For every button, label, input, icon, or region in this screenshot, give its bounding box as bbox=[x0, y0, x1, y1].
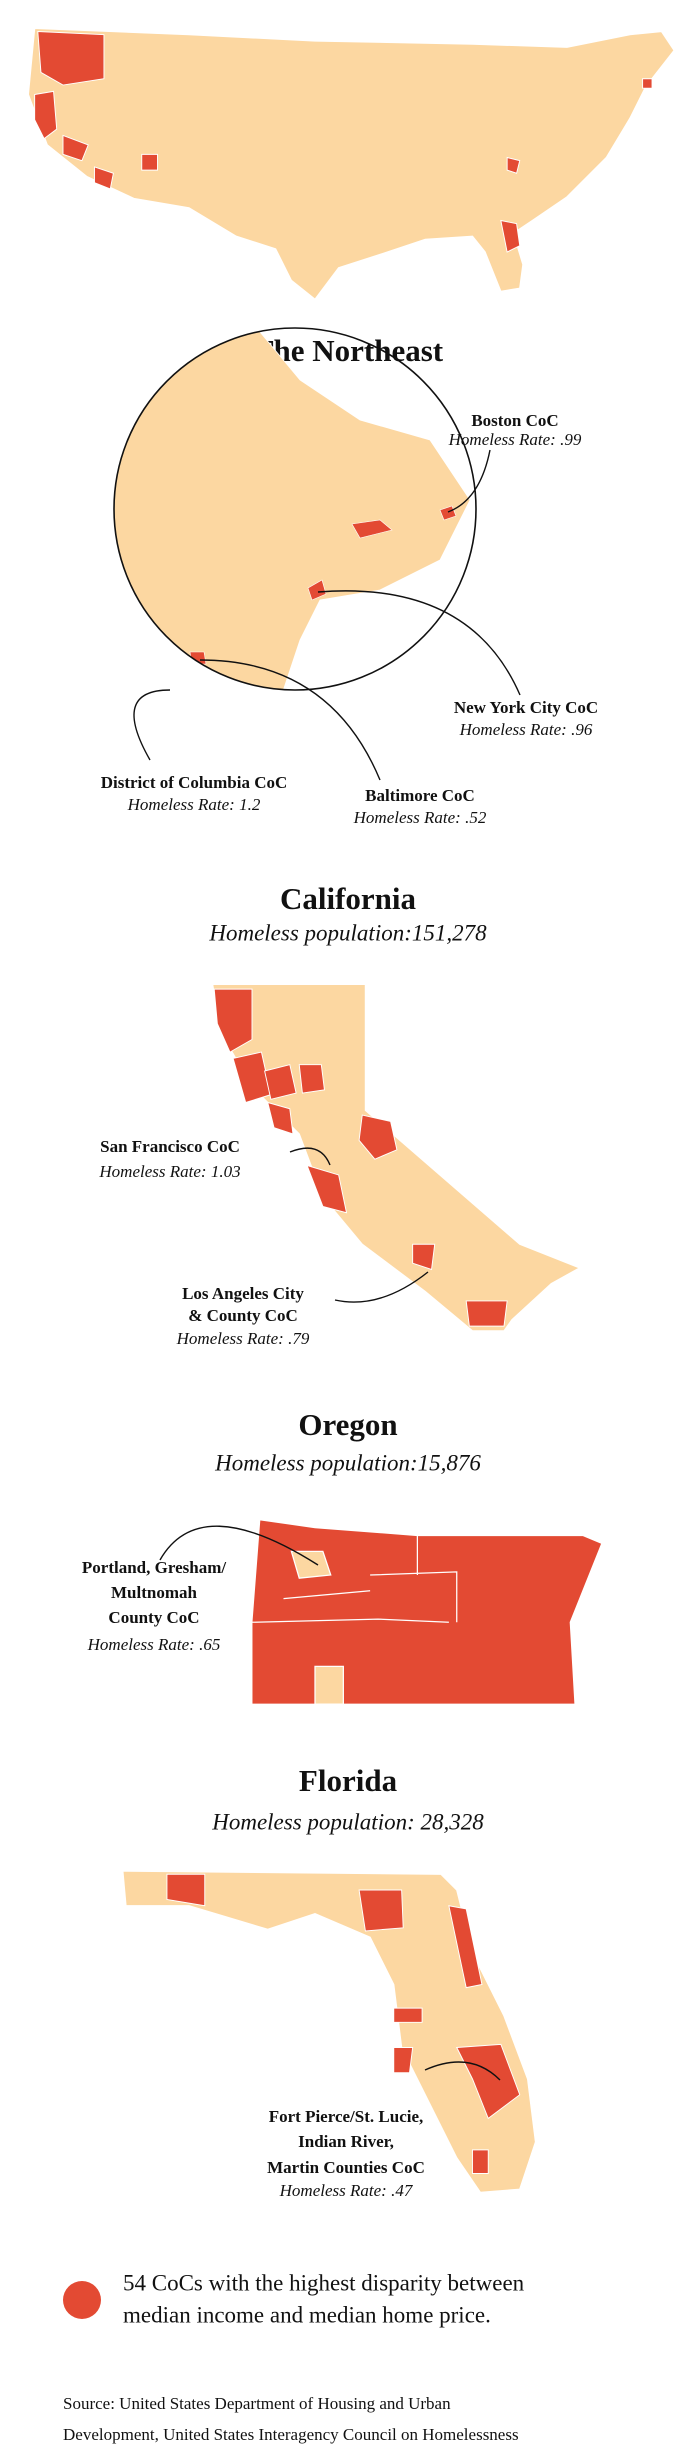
callout-rate: Homeless Rate: .99 bbox=[448, 430, 582, 449]
source: Development, United States Interagency C… bbox=[63, 2425, 519, 2444]
legend-text: median income and median home price. bbox=[123, 2302, 491, 2327]
callout-rate: Homeless Rate: .79 bbox=[176, 1329, 310, 1348]
focus-circle bbox=[113, 327, 477, 691]
callout-line bbox=[159, 1525, 319, 1566]
callout-line bbox=[289, 1147, 331, 1166]
callout-name: Los Angeles City bbox=[182, 1284, 304, 1303]
california-map bbox=[211, 983, 582, 1332]
callout-line bbox=[317, 590, 521, 696]
section-subtitle: Homeless population:151,278 bbox=[208, 920, 487, 945]
callout-line bbox=[334, 1271, 429, 1303]
callout-line bbox=[199, 659, 381, 781]
section-title: Florida bbox=[299, 1763, 398, 1798]
callout-line bbox=[133, 689, 171, 761]
section-title: Oregon bbox=[298, 1407, 397, 1442]
callout-line bbox=[424, 2061, 501, 2081]
callout-name: Boston CoC bbox=[471, 411, 558, 430]
us-map bbox=[27, 27, 675, 301]
callout-name: Multnomah bbox=[111, 1583, 198, 1602]
legend-text: 54 CoCs with the highest disparity betwe… bbox=[123, 2270, 525, 2295]
callout-rate: Homeless Rate: .47 bbox=[279, 2181, 414, 2200]
section-subtitle: Homeless population: 28,328 bbox=[211, 1809, 484, 1834]
callout-name: Indian River, bbox=[298, 2132, 394, 2151]
section-title: California bbox=[280, 881, 417, 916]
callout-name: Portland, Gresham/ bbox=[82, 1558, 226, 1577]
florida-map bbox=[122, 1870, 537, 2194]
source: Source: United States Department of Hous… bbox=[63, 2394, 451, 2413]
callout-name: New York City CoC bbox=[454, 698, 598, 717]
callout-name: Baltimore CoC bbox=[365, 786, 475, 805]
oregon-map bbox=[251, 1519, 603, 1705]
callout-name: Fort Pierce/St. Lucie, bbox=[269, 2107, 424, 2126]
callout-line bbox=[447, 449, 491, 513]
callout-rate: Homeless Rate: 1.03 bbox=[98, 1162, 240, 1181]
callout-name: & County CoC bbox=[188, 1306, 298, 1325]
callout-name: District of Columbia CoC bbox=[101, 773, 288, 792]
callout-rate: Homeless Rate: .65 bbox=[87, 1635, 221, 1654]
legend-swatch bbox=[63, 2281, 101, 2319]
callout-rate: Homeless Rate: 1.2 bbox=[127, 795, 261, 814]
callout-name: County CoC bbox=[108, 1608, 199, 1627]
section-subtitle: Homeless population:15,876 bbox=[214, 1450, 481, 1475]
callout-rate: Homeless Rate: .96 bbox=[459, 720, 593, 739]
callout-name: San Francisco CoC bbox=[100, 1137, 240, 1156]
callout-name: Martin Counties CoC bbox=[267, 2158, 425, 2177]
callout-rate: Homeless Rate: .52 bbox=[353, 808, 487, 827]
northeast-map bbox=[114, 328, 471, 690]
